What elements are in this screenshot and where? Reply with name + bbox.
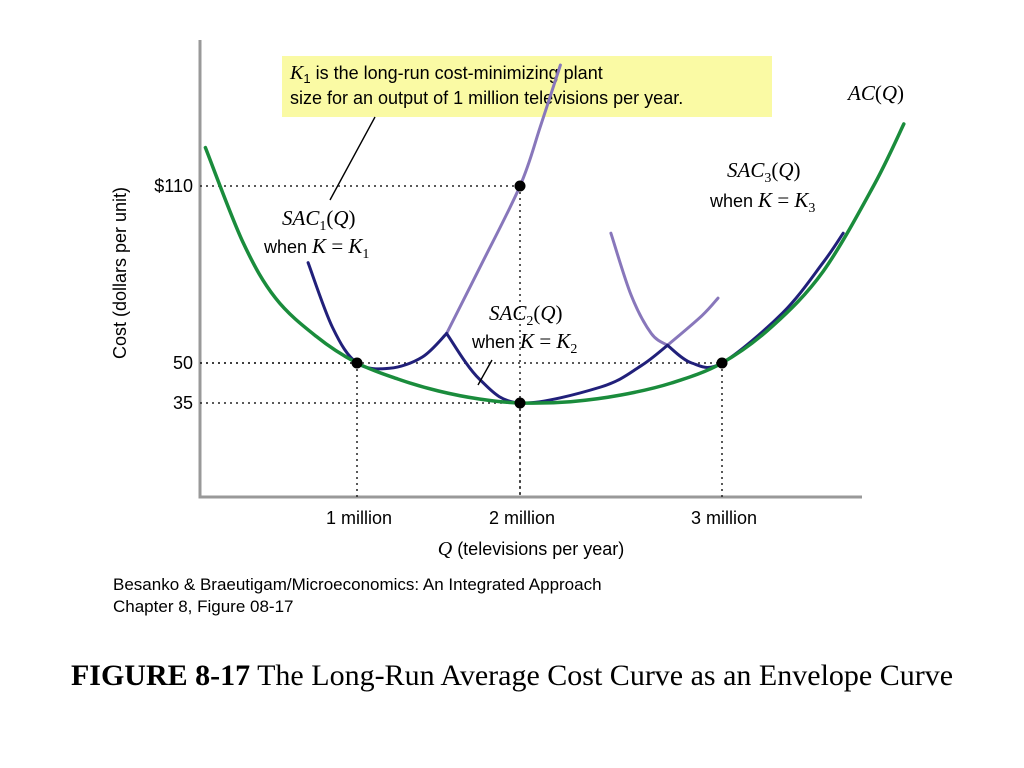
tangency-point (351, 357, 363, 369)
curve-sac3-q-left (609, 231, 669, 347)
sac2-when: when K = K2 (471, 329, 577, 357)
tangency-point (514, 397, 526, 409)
reference-lines (200, 185, 723, 497)
curve-sac2-q (445, 332, 669, 405)
cost-curves-chart: K1 is the long-run cost-minimizing plant… (110, 40, 906, 560)
y-tick-label: 50 (173, 353, 193, 373)
callout-line-1: K1 is the long-run cost-minimizing plant (289, 62, 603, 86)
y-axis-title: Cost (dollars per unit) (110, 187, 130, 359)
callout-line-1-text: is the long-run cost-minimizing plant (311, 63, 603, 83)
sac2-leader (477, 359, 493, 386)
caption-figure-number: FIGURE 8-17 (70, 659, 251, 692)
caption-title: The Long-Run Average Cost Curve as an En… (250, 659, 954, 692)
curve-sac1-q (306, 261, 449, 371)
ac-curve-label: AC(Q) (846, 81, 904, 105)
x-axis-title-text: (televisions per year) (452, 539, 624, 559)
sac1-label: SAC1(Q) (282, 206, 356, 234)
y-tick-label: $110 (154, 176, 193, 196)
figure-caption: FIGURE 8-17 The Long-Run Average Cost Cu… (0, 657, 1024, 694)
tangency-point (514, 180, 526, 192)
tangency-points (351, 180, 728, 409)
sac3-label: SAC3(Q) (727, 158, 801, 186)
sac1-when: when K = K1 (263, 234, 369, 262)
x-axis-title: Q (televisions per year) (438, 538, 625, 560)
x-tick-label: 1 million (326, 508, 392, 528)
x-tick-labels: 1 million 2 million 3 million (326, 508, 757, 528)
source-line-2: Chapter 8, Figure 08-17 (113, 597, 294, 616)
y-tick-label: 35 (173, 393, 193, 413)
tangency-point (716, 357, 728, 369)
sac3-when: when K = K3 (709, 188, 815, 216)
x-tick-label: 3 million (691, 508, 757, 528)
source-note: Besanko & Braeutigam/Microeconomics: An … (113, 574, 602, 618)
x-tick-label: 2 million (489, 508, 555, 528)
sac2-label: SAC2(Q) (489, 301, 563, 329)
callout-leader (329, 116, 376, 201)
source-line-1: Besanko & Braeutigam/Microeconomics: An … (113, 575, 602, 594)
curve-sac2-q-continued (666, 296, 720, 347)
callout-line-2: size for an output of 1 million televisi… (290, 88, 683, 108)
curve-sac3-q (666, 231, 845, 369)
y-tick-labels: $110 50 35 (154, 176, 193, 413)
axes (198, 40, 862, 499)
callout-box (282, 56, 772, 117)
